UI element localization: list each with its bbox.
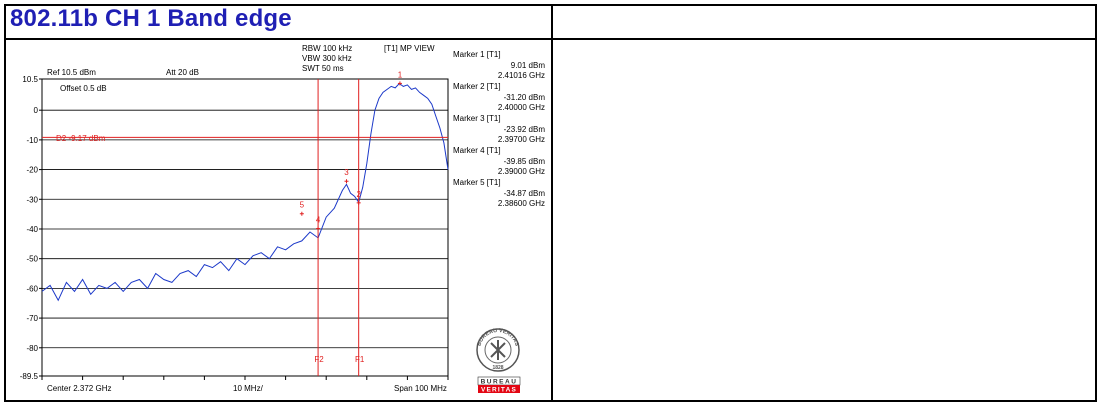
marker-1-value: 9.01 dBm	[511, 61, 546, 70]
marker-plot-label: 2	[356, 190, 361, 199]
y-tick-label: -30	[26, 195, 38, 204]
marker-readout-panel: Marker 1 [T1] 9.01 dBm 2.41016 GHz Marke…	[453, 50, 545, 208]
frequency-line-label: F1	[355, 355, 365, 364]
frequency-line-label: F2	[314, 355, 324, 364]
marker-plot-label: 3	[344, 168, 349, 177]
bureau-veritas-logo: BUREAU VERITAS 1828 BUREAU VERITAS	[476, 328, 521, 394]
logo-wordmark-bottom-box	[478, 385, 520, 393]
marker-5-value: -34.87 dBm	[504, 189, 546, 198]
y-tick-label: -10	[26, 136, 38, 145]
y-tick-label: 10.5	[22, 75, 38, 84]
logo-wordmark-top: BUREAU	[481, 379, 518, 386]
center-frequency-label: Center 2.372 GHz	[47, 384, 111, 393]
marker-2-frequency: 2.40000 GHz	[498, 103, 545, 112]
y-tick-label: -20	[26, 166, 38, 175]
marker-2-value: -31.20 dBm	[504, 93, 546, 102]
div-label: 10 MHz/	[233, 384, 264, 393]
logo-seal-year: 1828	[492, 365, 503, 371]
view-label: [T1] MP VIEW	[384, 44, 435, 53]
marker-1-label: Marker 1 [T1]	[453, 50, 501, 59]
marker-plot-label: 1	[398, 70, 403, 79]
rbw-label: RBW 100 kHz	[302, 44, 352, 53]
plot-markers: 1 2 3 4 5	[300, 70, 403, 231]
marker-2-label: Marker 2 [T1]	[453, 82, 501, 91]
marker-plot-label: 4	[316, 216, 321, 225]
logo-wordmark-bottom: VERITAS	[481, 387, 517, 394]
axes: 10.5 0 -10 -20 -30 -40 -50 -60 -70 -80 -89.5	[20, 75, 449, 381]
offset-label: Offset 0.5 dB	[60, 84, 107, 93]
marker-4-label: Marker 4 [T1]	[453, 146, 501, 155]
y-tick-label: -40	[26, 225, 38, 234]
marker-4-frequency: 2.39000 GHz	[498, 167, 545, 176]
ref-level-label: Ref 10.5 dBm	[47, 68, 96, 77]
logo-seal-emblem-icon	[490, 340, 506, 360]
y-tick-label: -50	[26, 255, 38, 264]
y-tick-label: -89.5	[20, 372, 39, 381]
display-line-label: D2 -9.17 dBm	[56, 134, 106, 143]
marker-3-label: Marker 3 [T1]	[453, 114, 501, 123]
y-tick-label: -60	[26, 284, 38, 293]
vbw-label: VBW 300 kHz	[302, 54, 352, 63]
attenuation-label: Att 20 dB	[166, 68, 199, 77]
y-tick-label: -80	[26, 344, 38, 353]
header-divider	[4, 38, 1097, 40]
y-tick-label: 0	[34, 106, 39, 115]
grid	[42, 109, 448, 349]
marker-plot-label: 5	[300, 201, 305, 210]
report-frame	[4, 4, 1097, 402]
span-label: Span 100 MHz	[394, 384, 447, 393]
marker-1-frequency: 2.41016 GHz	[498, 71, 545, 80]
trace-line	[41, 82, 449, 302]
marker-5-frequency: 2.38600 GHz	[498, 199, 545, 208]
marker-3-frequency: 2.39700 GHz	[498, 135, 545, 144]
plot-frame	[41, 78, 449, 377]
swt-label: SWT 50 ms	[302, 64, 344, 73]
marker-3-value: -23.92 dBm	[504, 125, 546, 134]
column-divider	[551, 4, 553, 402]
page-title: 802.11b CH 1 Band edge	[10, 5, 292, 32]
y-tick-label: -70	[26, 314, 38, 323]
marker-5-label: Marker 5 [T1]	[453, 178, 501, 187]
marker-4-value: -39.85 dBm	[504, 157, 546, 166]
